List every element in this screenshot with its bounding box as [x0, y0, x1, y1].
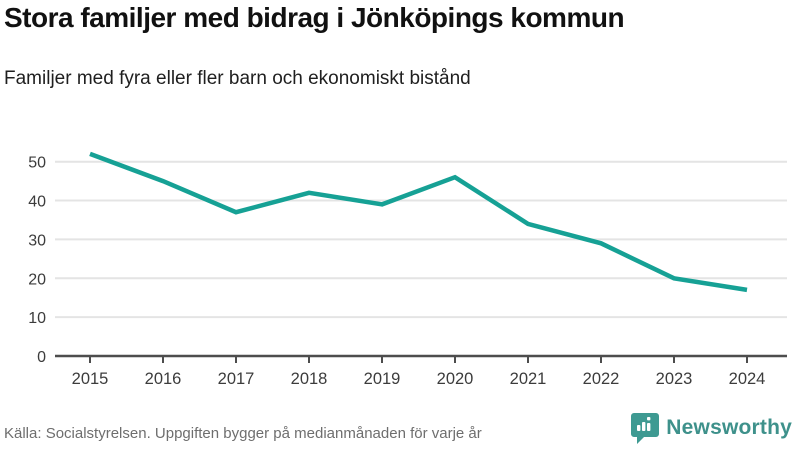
y-tick-label: 30: [28, 232, 46, 249]
x-tick-label: 2020: [437, 370, 474, 388]
x-tick-label: 2022: [583, 370, 620, 388]
x-tick-label: 2024: [729, 370, 766, 388]
source-note: Källa: Socialstyrelsen. Uppgiften bygger…: [4, 425, 482, 442]
x-tick-label: 2023: [656, 370, 693, 388]
x-tick-label: 2017: [218, 370, 255, 388]
data-line-series: [89, 151, 748, 293]
newsworthy-logo: Newsworthy: [631, 412, 792, 444]
x-tick-label: 2015: [72, 370, 109, 388]
y-tick-label: 10: [28, 310, 46, 327]
x-tick-label: 2016: [145, 370, 182, 388]
chart-footer: Källa: Socialstyrelsen. Uppgiften bygger…: [0, 404, 800, 450]
y-tick-label: 0: [37, 349, 46, 366]
newsworthy-icon: [631, 413, 660, 444]
chart-subtitle: Familjer med fyra eller fler barn och ek…: [4, 68, 471, 89]
line-chart: 0 10 20 30 40 50 2015 2016 2017 2018 2019 2020 2021 2…: [0, 128, 800, 404]
brand-name: Newsworthy: [666, 416, 792, 439]
y-tick-label: 20: [28, 271, 46, 288]
chart-canvas: 0 10 20 30 40 50 2015 2016 2017 2018 2019 2020 2021 2…: [28, 151, 787, 388]
y-tick-label: 40: [28, 194, 46, 211]
x-tick-label: 2021: [510, 370, 547, 388]
x-tick-label: 2018: [291, 370, 328, 388]
x-tick-label: 2019: [364, 370, 401, 388]
y-tick-label: 50: [28, 155, 46, 172]
chart-title: Stora familjer med bidrag i Jönköpings k…: [4, 2, 625, 33]
